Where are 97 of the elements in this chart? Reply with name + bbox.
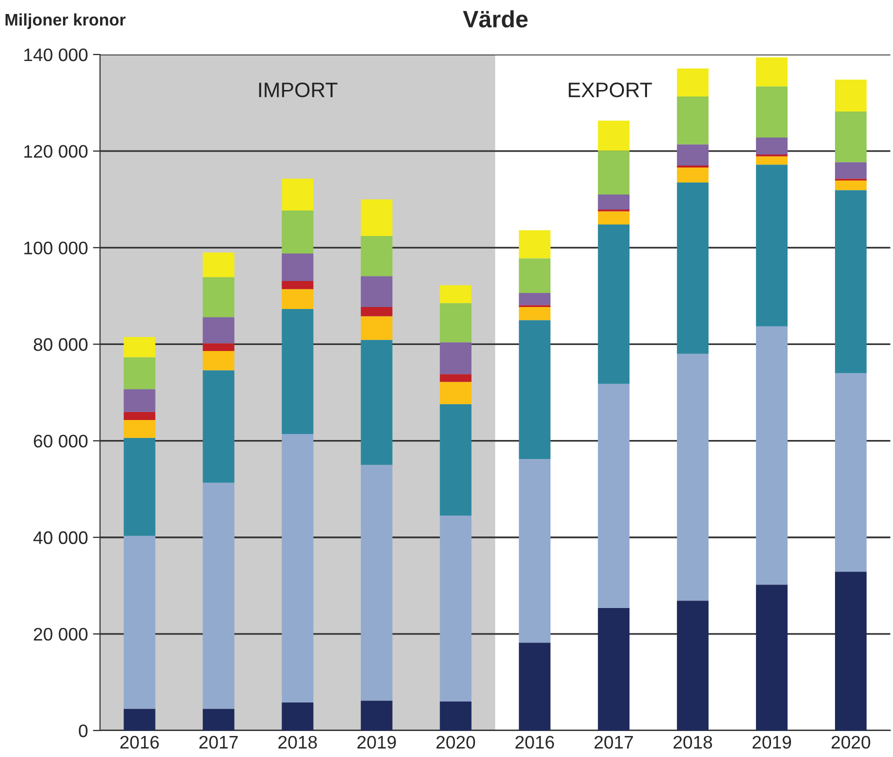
bar: [440, 702, 472, 731]
bar: [676, 167, 709, 182]
bar: [440, 404, 472, 516]
bar: [756, 326, 788, 585]
bar: [360, 276, 392, 308]
bar: [202, 252, 234, 278]
x-tick-label: 2020: [832, 736, 870, 749]
bar: [124, 389, 156, 412]
bar: [202, 370, 234, 483]
bar: [440, 303, 472, 342]
x-tick-label: 2019: [752, 736, 792, 749]
x-tick-label: 2018: [674, 736, 712, 749]
x-tick-label: 2017: [594, 736, 633, 749]
bar: [835, 190, 867, 374]
bar: [676, 96, 709, 144]
bar: [756, 138, 788, 154]
bar: [202, 708, 234, 731]
bar: [518, 307, 550, 320]
bar: [835, 80, 867, 112]
bar: [202, 482, 234, 709]
x-tick-label: 2017: [199, 736, 238, 749]
bar: [282, 702, 314, 731]
x-tick-label: 2019: [357, 736, 396, 749]
bar: [282, 308, 314, 434]
bar: [598, 224, 630, 384]
bar: [835, 162, 867, 179]
bar: [835, 373, 867, 572]
bar: [518, 293, 550, 306]
x-tick-label: 2016: [516, 736, 554, 749]
bar: [440, 382, 472, 404]
bar: [756, 156, 788, 165]
bar: [518, 459, 550, 643]
bar: [598, 608, 630, 731]
bar: [360, 700, 392, 731]
bar: [124, 438, 156, 536]
bar: [676, 600, 709, 731]
bar: [835, 111, 867, 162]
annotation: EXPORT: [568, 82, 652, 98]
bar: [282, 253, 314, 281]
bar: [440, 374, 472, 382]
bar: [440, 342, 472, 374]
y-tick-label: 20 000: [34, 628, 88, 641]
bar: [124, 412, 156, 420]
y-tick-label: 140 000: [24, 48, 88, 62]
bar: [202, 343, 234, 351]
bar: [676, 144, 709, 166]
bar: [124, 420, 156, 438]
bar: [676, 68, 709, 97]
y-axis-title: Miljoner kronor: [6, 13, 126, 29]
bar: [360, 316, 392, 340]
bar: [518, 320, 550, 460]
bar: [282, 280, 314, 290]
bar: [124, 336, 156, 358]
bar: [756, 57, 788, 86]
y-tick-label: 40 000: [33, 531, 88, 544]
bar: [676, 354, 709, 601]
y-tick-label: 60 000: [34, 434, 88, 448]
bar: [360, 464, 392, 701]
bar: [202, 350, 234, 370]
bar: [518, 230, 550, 258]
y-tick-label: 80 000: [34, 338, 88, 351]
bar: [518, 258, 550, 294]
bar: [598, 120, 630, 151]
bar: [282, 434, 314, 702]
bar: [360, 307, 392, 316]
y-tick-label: 0: [78, 724, 88, 738]
bar: [124, 536, 156, 709]
x-tick-label: 2018: [278, 736, 317, 749]
bar: [202, 317, 234, 344]
bar: [282, 289, 314, 309]
bar: [360, 340, 392, 465]
bar: [598, 384, 630, 608]
x-tick-label: 2020: [436, 736, 476, 749]
y-tick-label: 100 000: [24, 242, 88, 254]
bar: [835, 572, 867, 731]
bar: [598, 211, 630, 224]
bar: [676, 182, 709, 354]
bar: [360, 199, 392, 236]
bar: [282, 210, 314, 254]
bar: [756, 86, 788, 138]
bar: [282, 178, 314, 210]
bar: [835, 180, 867, 190]
bar: [756, 584, 788, 731]
bar: [124, 708, 156, 731]
bar: [598, 194, 630, 210]
bar: [124, 357, 156, 390]
chart-title: Värde: [462, 10, 528, 28]
bar: [518, 642, 550, 731]
bar: [598, 150, 630, 195]
band-label: IMPORT: [259, 82, 338, 98]
y-tick-label: 120 000: [24, 145, 88, 158]
bar: [360, 236, 392, 276]
x-tick-label: 2016: [120, 736, 159, 749]
bar: [202, 277, 234, 318]
bar: [756, 164, 788, 326]
bar: [440, 516, 472, 702]
bar: [440, 285, 472, 304]
